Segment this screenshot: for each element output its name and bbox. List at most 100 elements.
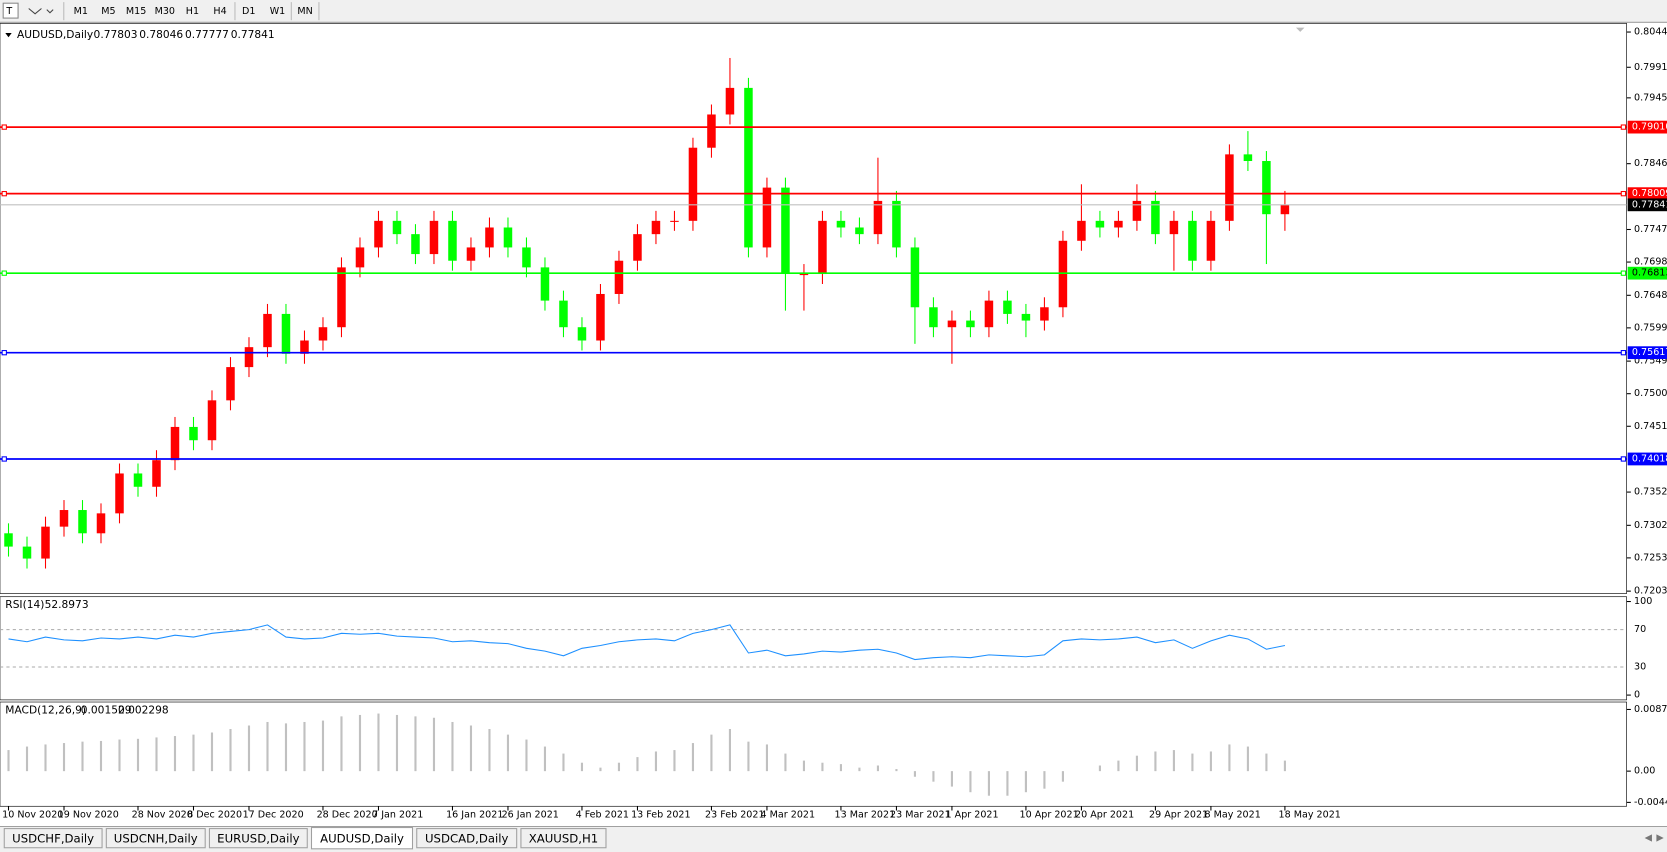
tab[interactable] [208,828,308,849]
candle-body [1058,240,1068,308]
candle-body [41,526,50,559]
candle-body [337,267,346,328]
level-handle[interactable] [1620,190,1627,197]
candle-body [78,510,87,534]
candle-body [318,327,328,341]
macd-label: MACD(12,26,9) [5,704,86,717]
timeframe-button[interactable]: M5 [101,6,115,17]
tab-label[interactable]: USDCNH,Daily [114,832,198,846]
candle-body [300,340,309,354]
timeframe-button[interactable]: M15 [126,6,146,17]
candle-body [559,300,568,328]
level-label: 0.75617 [1632,347,1667,358]
candle-body [651,220,661,235]
rsi-line [8,624,1286,661]
toolbar-icon-glyph: T [5,6,12,17]
candle-body [22,546,32,559]
candle-body [1262,161,1271,215]
tab[interactable] [310,827,414,850]
scroll-left[interactable]: ◀ [1645,833,1653,844]
candle-body [725,87,735,115]
candle-body [503,227,513,248]
candle-body [1280,204,1290,215]
candle-body [818,220,827,275]
candle-body [596,293,605,341]
level-handle[interactable] [1620,456,1627,462]
timeframe-button[interactable]: W1 [270,6,286,17]
candle-body [281,313,291,354]
candle-body [59,510,69,527]
current-price-label: 0.77841 [1632,199,1667,210]
candle-body [392,220,402,235]
tab[interactable] [520,828,607,849]
timeframe-button[interactable]: H4 [213,6,226,17]
candle-body [429,220,439,255]
chart-title: AUDUSD,Daily [17,28,93,41]
level-handle[interactable] [1,350,7,356]
x-tick-label: 29 Apr 2021 [1149,809,1208,820]
timeframe-button[interactable]: D1 [242,6,255,17]
tab-label[interactable]: EURUSD,Daily [217,832,299,846]
current-price-box [1627,198,1667,212]
candle-body [947,320,957,328]
timeframe-button[interactable]: M1 [74,6,88,17]
rsi-panel [0,596,1627,701]
macd-tick-label: 0.00 [1634,766,1655,777]
level-handle[interactable] [1,270,7,276]
toolbar-icon[interactable] [28,8,54,15]
level-label-box [1627,187,1667,201]
candle-body [115,473,124,514]
toolbar [0,0,1667,23]
timeframe-button[interactable]: MN [297,6,312,17]
x-tick-label: 23 Mar 2021 [890,809,951,820]
toolbar-icon[interactable] [2,2,19,19]
candle-body [633,234,642,261]
tab-label[interactable]: USDCHF,Daily [12,832,94,846]
tab-label[interactable]: USDCAD,Daily [425,832,508,846]
x-tick-label: 16 Jan 2021 [446,809,503,820]
candle-body [411,234,420,255]
panel-menu-arrow[interactable] [5,32,12,38]
x-tick-label: 13 Feb 2021 [631,809,691,820]
candle-body [892,200,901,248]
candle-body [929,307,938,328]
candle-body [263,313,272,348]
x-tick-label: 10 Nov 2020 [2,809,63,820]
level-handle[interactable] [1620,124,1627,130]
tab[interactable] [416,828,518,849]
tab[interactable] [3,828,103,849]
level-handle[interactable] [1,456,7,462]
x-tick-label: 19 Nov 2020 [58,809,119,820]
candle-body [466,247,476,261]
x-tick-label: 8 Dec 2020 [187,809,242,820]
level-label: 0.76813 [1632,268,1667,279]
timeframe-button[interactable]: M30 [155,6,175,17]
candle-body [170,426,180,461]
candle-body [855,227,864,235]
candle-body [1021,313,1031,321]
level-label-box [1627,346,1667,360]
candle-body [448,220,457,261]
x-tick-label: 13 Mar 2021 [835,809,896,820]
level-label-box [1627,120,1667,134]
candle-body [4,533,13,547]
level-handle[interactable] [1620,350,1627,356]
ohlc-value: 0.77777 [185,28,229,41]
candle-body [485,227,494,248]
tab-label[interactable]: AUDUSD,Daily [320,832,404,846]
level-handle[interactable] [1,124,7,130]
tab-label[interactable]: XAUUSD,H1 [529,832,598,846]
tab[interactable] [105,828,206,849]
scroll-right[interactable]: ▶ [1656,833,1664,844]
x-tick-label: 4 Mar 2021 [761,809,816,820]
macd-tick-label: 0.008782 [1634,704,1667,715]
timeframe-button[interactable]: H1 [186,6,199,17]
level-handle[interactable] [1620,270,1627,276]
level-handle[interactable] [1,190,7,197]
